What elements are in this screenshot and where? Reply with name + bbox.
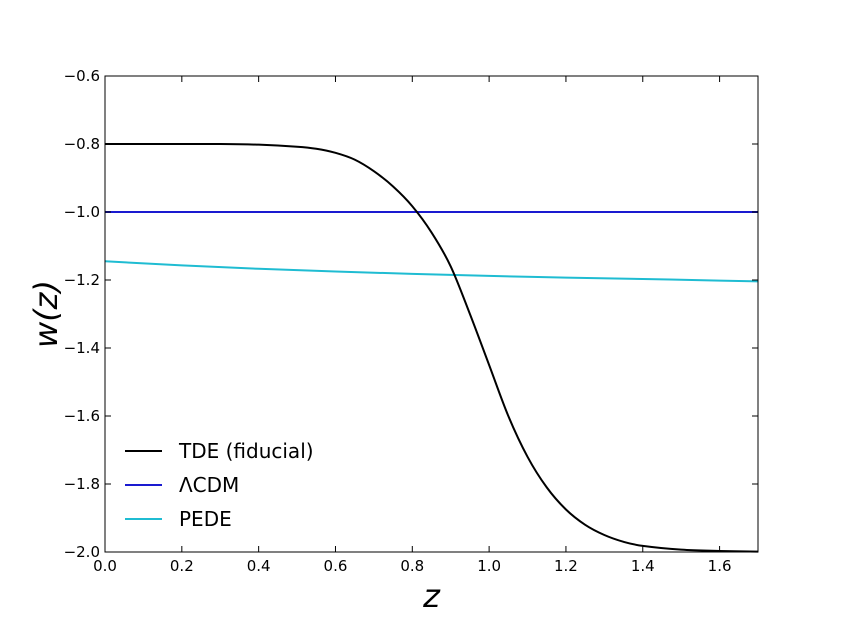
x-tick-label: 1.2 bbox=[554, 557, 578, 575]
y-tick-label: −1.8 bbox=[64, 475, 100, 493]
y-tick-label: −0.6 bbox=[64, 67, 100, 85]
y-tick-label: −2.0 bbox=[64, 543, 100, 561]
series-line-2 bbox=[104, 260, 759, 283]
plot-frame bbox=[104, 75, 759, 553]
x-axis-ticks: 0.0 0.2 0.4 0.6 0.8 1.0 1.2 1.4 1.6 bbox=[93, 76, 732, 575]
x-tick-label: 1.6 bbox=[708, 557, 732, 575]
y-tick-label: −0.8 bbox=[64, 135, 100, 153]
y-tick-label: −1.6 bbox=[64, 407, 100, 425]
x-tick-label: 1.0 bbox=[477, 557, 501, 575]
y-tick-label: −1.4 bbox=[64, 339, 100, 357]
y-tick-label: −1.0 bbox=[64, 203, 100, 221]
x-tick-label: 0.8 bbox=[400, 557, 424, 575]
y-axis-label: w(z) bbox=[27, 280, 65, 348]
legend-label: TDE (fiducial) bbox=[178, 439, 314, 463]
y-axis-ticks: −2.0 −1.8 −1.6 −1.4 −1.2 −1.0 −0.8 −0.6 bbox=[64, 67, 758, 561]
legend: TDE (fiducial) ΛCDM PEDE bbox=[125, 439, 314, 531]
series-layer bbox=[104, 142, 759, 553]
x-tick-label: 0.6 bbox=[324, 557, 348, 575]
y-tick-label: −1.2 bbox=[64, 271, 100, 289]
legend-label: ΛCDM bbox=[179, 473, 239, 497]
x-axis-label: z bbox=[422, 577, 441, 615]
series-line-0 bbox=[105, 142, 759, 553]
x-tick-label: 0.2 bbox=[170, 557, 194, 575]
x-tick-label: 0.4 bbox=[247, 557, 271, 575]
x-tick-label: 1.4 bbox=[631, 557, 655, 575]
x-tick-label: 0.0 bbox=[93, 557, 117, 575]
legend-label: PEDE bbox=[179, 507, 232, 531]
